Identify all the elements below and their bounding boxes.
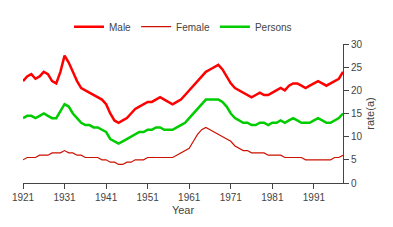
svg-text:1951: 1951 xyxy=(137,192,160,203)
svg-text:rate(a): rate(a) xyxy=(364,97,376,129)
svg-text:1971: 1971 xyxy=(220,192,243,203)
svg-text:1921: 1921 xyxy=(12,192,35,203)
svg-text:1941: 1941 xyxy=(95,192,118,203)
svg-text:20: 20 xyxy=(351,85,363,96)
svg-text:5: 5 xyxy=(351,154,357,165)
svg-text:0: 0 xyxy=(351,178,357,189)
svg-text:30: 30 xyxy=(351,39,363,50)
svg-text:10: 10 xyxy=(351,131,363,142)
svg-text:Persons: Persons xyxy=(255,22,292,33)
svg-text:1931: 1931 xyxy=(53,192,76,203)
svg-text:1981: 1981 xyxy=(261,192,284,203)
svg-text:25: 25 xyxy=(351,62,363,73)
svg-text:Male: Male xyxy=(109,22,131,33)
svg-text:15: 15 xyxy=(351,108,363,119)
svg-text:1961: 1961 xyxy=(178,192,201,203)
svg-text:1991: 1991 xyxy=(303,192,326,203)
svg-text:Year: Year xyxy=(172,204,195,216)
svg-text:Female: Female xyxy=(176,22,210,33)
